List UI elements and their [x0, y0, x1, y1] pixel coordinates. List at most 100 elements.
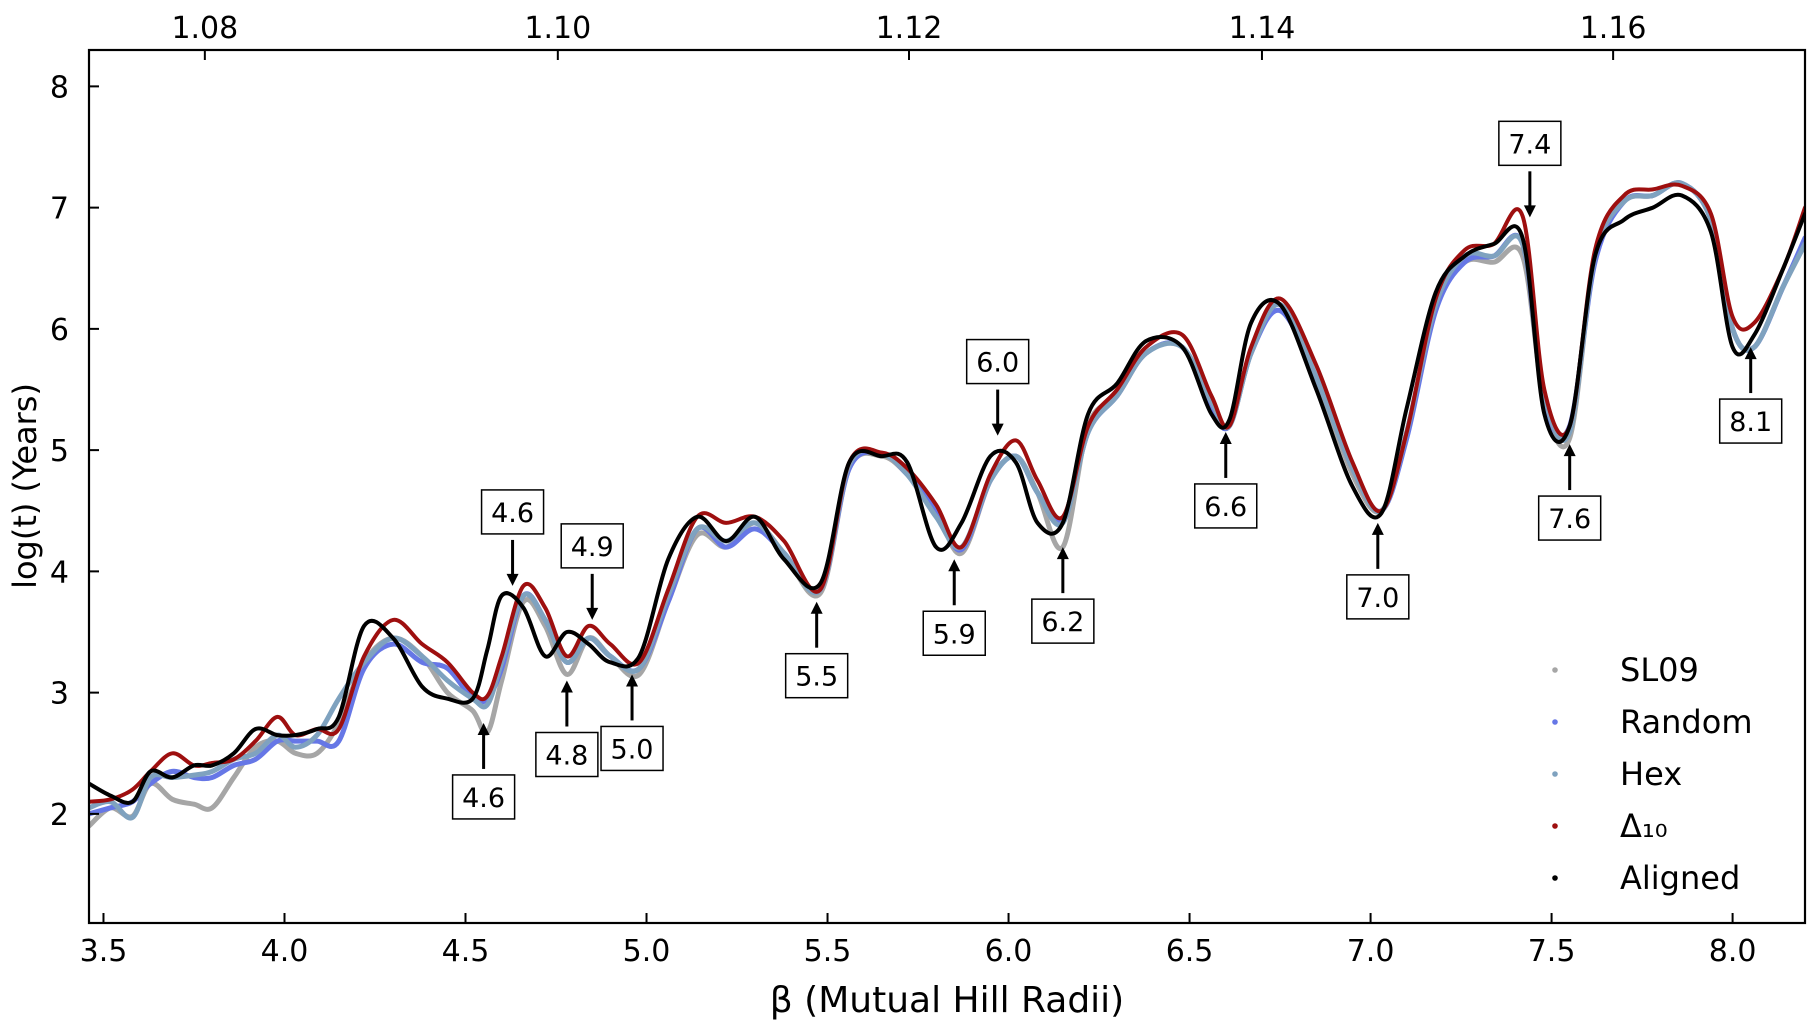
x-tick-label: 8.0: [1709, 934, 1757, 969]
annotation-box: [560, 523, 624, 569]
top-tick-label: 1.12: [876, 11, 943, 46]
top-tick-label: 1.16: [1580, 11, 1647, 46]
legend-marker: [1552, 875, 1558, 881]
annotation: 4.6: [480, 489, 545, 586]
x-tick-label: 6.5: [1166, 934, 1214, 969]
x-tick-label: 6.0: [985, 934, 1033, 969]
legend-item: Δ₁₀: [1552, 807, 1668, 845]
x-tick-label: 4.0: [261, 934, 309, 969]
annotation-label: 6.2: [1041, 607, 1084, 638]
annotation-arrowhead: [626, 674, 639, 687]
plot-frame: [87, 48, 1807, 925]
annotation-label: 6.6: [1204, 492, 1247, 523]
legend-label: Random: [1620, 703, 1752, 741]
legend-label: SL09: [1620, 651, 1699, 689]
y-tick-label: 4: [50, 555, 69, 590]
annotation-box: [965, 338, 1030, 385]
legend-label: Hex: [1620, 755, 1682, 793]
annotation-arrowhead: [1371, 522, 1384, 535]
annotation-arrowhead: [586, 607, 599, 620]
legend-marker: [1552, 771, 1558, 777]
y-tick-label: 2: [50, 798, 69, 833]
annotation: 4.9: [560, 523, 624, 620]
annotation-box: [922, 610, 986, 656]
legend-marker: [1552, 667, 1558, 673]
annotation-box: [600, 725, 664, 772]
annotation-label: 8.1: [1729, 407, 1772, 438]
series-layer: [89, 180, 1805, 829]
annotation: 5.0: [600, 674, 664, 772]
annotation-arrowhead: [506, 573, 519, 586]
annotation-layer: 4.6 4.6 4.8 4.9 5.0 5.5 5.9 6.0 6.2 6.6 7.0 7.4 7.6 8…: [451, 120, 1783, 820]
annotation: 4.6: [451, 722, 516, 820]
annotation-box: [451, 774, 516, 820]
top-tick-label: 1.08: [171, 11, 238, 46]
legend-item: Hex: [1552, 755, 1682, 793]
y-axis-label: log(t) (Years): [6, 383, 44, 589]
annotation: 6.0: [965, 338, 1030, 436]
y-tick-label: 5: [50, 434, 69, 469]
annotation: 7.4: [1498, 120, 1562, 218]
legend-label: Aligned: [1620, 859, 1740, 897]
y-tick-label: 3: [50, 677, 69, 712]
annotation-box: [1031, 598, 1095, 644]
legend-marker: [1552, 719, 1558, 725]
annotation: 4.8: [535, 680, 599, 778]
x-tick-label: 7.0: [1347, 934, 1395, 969]
annotation-label: 4.9: [571, 532, 614, 563]
x-axis-label: β (Mutual Hill Radii): [770, 980, 1124, 1021]
legend-item: SL09: [1552, 651, 1699, 689]
top-tick-label: 1.14: [1229, 11, 1296, 46]
annotation: 6.2: [1031, 547, 1095, 644]
annotation-arrowhead: [991, 423, 1004, 436]
annotation: 6.6: [1194, 431, 1258, 529]
annotation-arrowhead: [1563, 444, 1576, 457]
annotation-arrowhead: [1219, 431, 1232, 444]
y-tick-label: 8: [50, 70, 69, 105]
axes-layer: 3.5 4.0 4.5 5.0 5.5 6.0 6.5 7.0 7.5 8.0 2 3 4 5 6 7 8 1.0…: [50, 11, 1807, 969]
x-tick-label: 5.5: [804, 934, 852, 969]
annotation-arrowhead: [560, 680, 573, 693]
x-tick-label: 5.0: [623, 934, 671, 969]
annotation-label: 5.0: [611, 734, 654, 765]
legend-item: Aligned: [1552, 859, 1740, 897]
annotation-label: 6.0: [976, 348, 1019, 379]
annotation-box: [1498, 120, 1562, 167]
annotation-arrowhead: [810, 601, 823, 614]
annotation: 5.5: [784, 601, 849, 699]
annotation-label: 4.8: [545, 741, 588, 772]
annotation-box: [535, 731, 599, 778]
x-tick-label: 4.5: [442, 934, 490, 969]
annotation-label: 5.5: [795, 662, 838, 693]
legend-label: Δ₁₀: [1620, 807, 1668, 845]
x-tick-label: 3.5: [80, 934, 128, 969]
y-tick-label: 6: [50, 313, 69, 348]
annotation-arrowhead: [1056, 547, 1069, 560]
annotation-label: 5.9: [933, 619, 976, 650]
annotation-box: [784, 652, 849, 699]
annotation-label: 4.6: [491, 498, 534, 529]
top-tick-label: 1.10: [524, 11, 591, 46]
annotation: 7.0: [1346, 522, 1410, 620]
annotation-box: [1194, 483, 1258, 529]
annotation-arrowhead: [1523, 205, 1536, 218]
annotation-label: 4.6: [462, 783, 505, 814]
legend-item: Random: [1552, 703, 1752, 741]
y-tick-label: 7: [50, 192, 69, 227]
legend: SL09 Random Hex Δ₁₀ Aligned: [1552, 651, 1752, 897]
annotation-arrowhead: [948, 559, 961, 572]
annotation-arrowhead: [1744, 347, 1757, 360]
annotation: 8.1: [1718, 347, 1783, 444]
annotation-box: [1346, 574, 1410, 620]
annotation-label: 7.4: [1508, 129, 1551, 160]
annotation-label: 7.6: [1548, 504, 1591, 535]
series-line-3: [89, 182, 1805, 804]
legend-marker: [1552, 823, 1558, 829]
annotation-box: [1718, 398, 1783, 444]
annotation-box: [1537, 495, 1602, 541]
annotation-label: 7.0: [1356, 583, 1399, 614]
x-tick-label: 7.5: [1528, 934, 1576, 969]
annotation-arrowhead: [477, 722, 490, 735]
